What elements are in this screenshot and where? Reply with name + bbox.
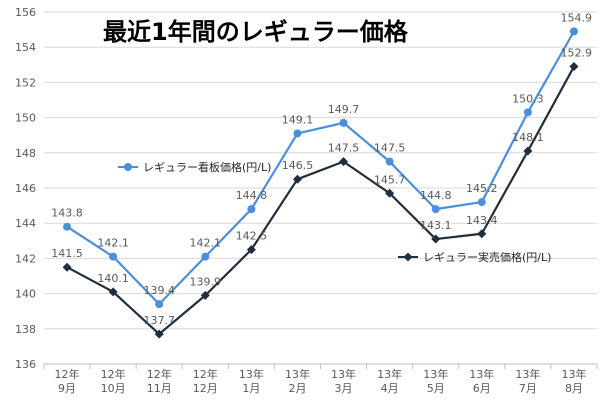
data-point-1 <box>385 157 394 166</box>
x-tick-label: 13年 <box>515 367 540 381</box>
y-tick-label: 156 <box>15 6 36 19</box>
data-label-1: 143.8 <box>51 207 83 220</box>
data-label-1: 147.5 <box>374 142 406 155</box>
data-label-1: 142.1 <box>97 237 129 250</box>
x-tick-label: 2月 <box>288 382 306 395</box>
data-label-2: 139.9 <box>190 275 222 288</box>
data-point-2 <box>200 290 210 300</box>
axes <box>43 363 598 369</box>
data-point-2 <box>292 174 302 184</box>
data-point-2 <box>477 229 487 239</box>
x-tick-label: 11月 <box>147 382 172 395</box>
x-tick-label: 12年 <box>193 367 218 381</box>
x-tick-label: 13年 <box>561 367 586 381</box>
y-tick-label: 142 <box>15 252 36 265</box>
data-point-2 <box>339 157 349 167</box>
x-tick-label: 12年 <box>147 367 172 381</box>
data-point-2 <box>246 245 256 255</box>
x-tick-label: 8月 <box>565 382 583 395</box>
data-point-1 <box>63 222 72 231</box>
data-label-2: 152.9 <box>560 47 592 60</box>
chart-title: 最近1年間のレギュラー価格 <box>103 18 409 46</box>
data-point-1 <box>477 198 486 207</box>
data-label-1: 149.7 <box>328 103 360 116</box>
data-point-2 <box>569 62 579 72</box>
series-line-2 <box>66 66 575 336</box>
x-tick-label: 12年 <box>55 367 80 381</box>
x-tick-label: 13年 <box>423 367 448 381</box>
data-label-2: 143.1 <box>420 219 452 232</box>
x-tick-label: 12月 <box>193 382 218 395</box>
data-label-1: 144.8 <box>420 189 452 202</box>
data-point-2 <box>154 329 164 339</box>
data-point-2 <box>431 234 441 244</box>
x-tick-label: 13年 <box>469 367 494 381</box>
y-tick-label: 138 <box>15 323 36 336</box>
y-tick-label: 146 <box>15 182 36 195</box>
gridlines <box>44 11 597 365</box>
data-point-1 <box>155 300 164 309</box>
data-point-1 <box>109 252 118 261</box>
data-label-2: 137.7 <box>143 314 175 327</box>
x-tick-label: 3月 <box>335 382 353 395</box>
data-label-2: 147.5 <box>328 142 360 155</box>
x-tick-label: 13年 <box>331 367 356 381</box>
data-point-1 <box>569 27 578 36</box>
data-label-1: 145.2 <box>466 182 498 195</box>
y-tick-label: 150 <box>15 112 36 125</box>
data-point-1 <box>431 205 440 214</box>
data-point-1 <box>247 205 256 214</box>
y-tick-label: 144 <box>15 217 36 230</box>
y-axis-ticks: 136 138 140 142 144 146 148 150 152 154 156 <box>15 6 36 371</box>
legend: レギュラー看板価格(円/L) レギュラー実売価格(円/L) <box>118 160 551 264</box>
legend-marker-1 <box>124 163 132 171</box>
data-label-1: 139.4 <box>143 284 175 297</box>
data-point-1 <box>293 129 302 138</box>
legend-label-2: レギュラー実売価格(円/L) <box>423 250 551 264</box>
data-label-1: 144.8 <box>236 189 268 202</box>
x-axis-ticks: 12年9月12年10月12年11月12年12月13年1月13年2月13年3月13… <box>55 367 587 395</box>
data-label-2: 141.5 <box>51 247 83 260</box>
x-tick-label: 6月 <box>473 382 491 395</box>
data-point-2 <box>523 146 533 156</box>
data-point-1 <box>339 118 348 127</box>
x-tick-label: 12年 <box>101 367 126 381</box>
data-label-2: 142.5 <box>236 230 268 243</box>
x-tick-label: 13年 <box>285 367 310 381</box>
data-point-2 <box>62 262 72 272</box>
data-label-2: 143.4 <box>466 214 498 227</box>
x-tick-label: 9月 <box>58 382 76 395</box>
x-tick-label: 4月 <box>381 382 399 395</box>
y-tick-label: 148 <box>15 147 36 160</box>
data-label-2: 146.5 <box>282 159 314 172</box>
x-tick-label: 5月 <box>427 382 445 395</box>
data-point-1 <box>201 252 210 261</box>
legend-marker-2 <box>403 252 413 262</box>
y-tick-label: 152 <box>15 76 36 89</box>
x-tick-label: 13年 <box>377 367 402 381</box>
x-tick-label: 10月 <box>101 382 126 395</box>
x-tick-label: 1月 <box>242 382 260 395</box>
legend-label-1: レギュラー看板価格(円/L) <box>143 160 271 174</box>
data-label-2: 148.1 <box>512 131 544 144</box>
y-tick-label: 136 <box>15 358 36 371</box>
data-label-2: 145.7 <box>374 173 406 186</box>
x-tick-label: 7月 <box>519 382 537 395</box>
data-label-2: 140.1 <box>97 272 129 285</box>
data-point-1 <box>523 108 532 117</box>
series-group <box>62 27 579 339</box>
data-labels: 143.8 142.1 139.4 142.1 144.8 149.1 149.7 147.5… <box>51 11 592 327</box>
data-label-1: 150.3 <box>512 92 544 105</box>
series-line-1 <box>66 30 575 306</box>
data-label-1: 154.9 <box>560 11 592 24</box>
x-tick-label: 13年 <box>239 367 264 381</box>
data-point-2 <box>385 188 395 198</box>
data-label-1: 149.1 <box>282 113 314 126</box>
y-tick-label: 140 <box>15 288 36 301</box>
data-label-1: 142.1 <box>190 237 222 250</box>
y-tick-label: 154 <box>15 41 36 54</box>
data-point-2 <box>108 287 118 297</box>
